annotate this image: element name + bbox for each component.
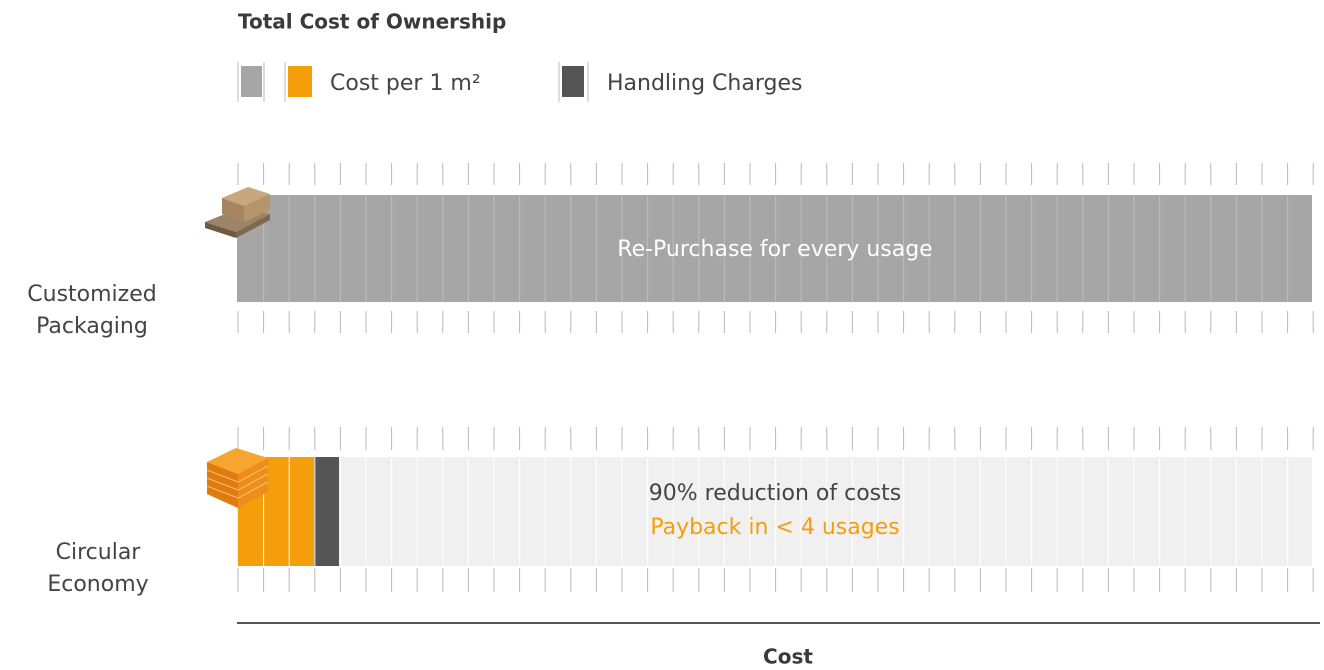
- infographic: Total Cost of Ownership Cost per 1 m² Ha…: [0, 0, 1324, 670]
- legend-swatch-gray: [241, 66, 262, 97]
- bar-background: [237, 457, 1312, 566]
- bar-text: Re-Purchase for every usage: [617, 237, 932, 262]
- legend-label: Handling Charges: [607, 71, 802, 96]
- row-label: Packaging: [36, 314, 148, 339]
- legend: Cost per 1 m² Handling Charges: [238, 62, 802, 102]
- legend-swatch-dark: [562, 66, 584, 97]
- bar-text: 90% reduction of costs: [649, 481, 901, 506]
- segment-handling: [314, 457, 339, 566]
- row-label: Customized: [27, 282, 156, 307]
- legend-label: Cost per 1 m²: [330, 71, 481, 96]
- row-label: Economy: [47, 572, 148, 597]
- row-label: Circular: [56, 540, 142, 565]
- legend-swatch-orange: [288, 66, 312, 97]
- title: Total Cost of Ownership: [238, 10, 506, 34]
- bar-text-highlight: Payback in < 4 usages: [650, 515, 899, 540]
- axis-label: Cost: [763, 645, 813, 669]
- bar-dividers: [264, 457, 1288, 566]
